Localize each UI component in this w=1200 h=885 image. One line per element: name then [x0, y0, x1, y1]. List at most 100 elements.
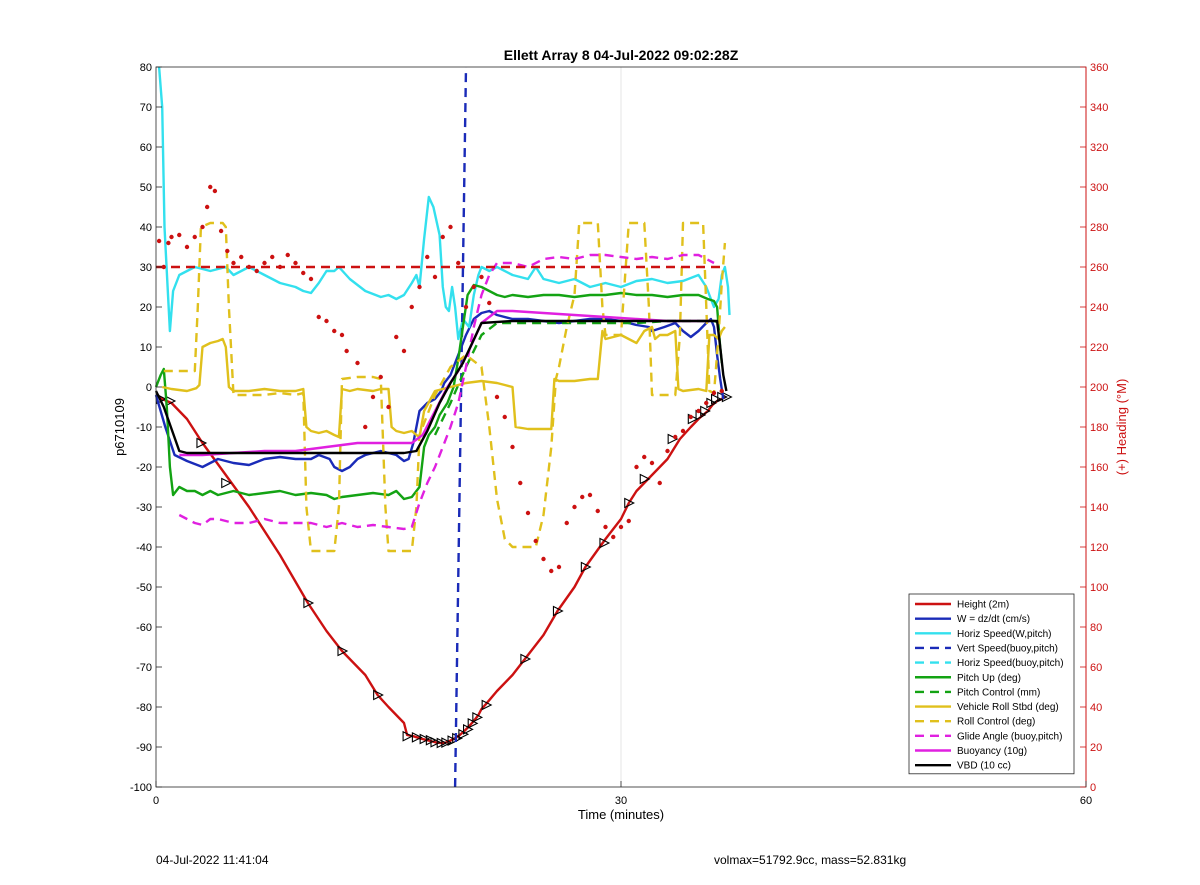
heading-point — [425, 254, 430, 260]
heading-point — [618, 524, 624, 530]
y2-tick-label: 200 — [1090, 382, 1108, 394]
heading-point — [556, 564, 562, 570]
heading-point — [169, 234, 174, 240]
heading-point — [386, 404, 391, 410]
series-horiz-speed-w-pitch-line — [157, 66, 731, 341]
heading-point — [277, 264, 283, 270]
heading-point — [417, 284, 422, 290]
heading-point — [200, 224, 205, 230]
heading-point — [370, 394, 376, 400]
heading-point — [339, 332, 345, 338]
height-marker — [667, 433, 679, 445]
y-tick-label: 60 — [140, 142, 152, 154]
legend-label: W = dz/dt (cm/s) — [957, 614, 1030, 625]
heading-point — [502, 414, 507, 420]
y2-tick-label: 160 — [1090, 462, 1108, 474]
series-unlabeled-dots — [156, 184, 724, 574]
height-marker — [402, 730, 414, 742]
heading-point — [518, 480, 523, 486]
legend-label: Pitch Control (mm) — [957, 687, 1040, 698]
heading-point — [301, 270, 306, 276]
heading-point — [285, 252, 290, 258]
y-tick-label: -100 — [130, 782, 152, 794]
heading-point — [634, 464, 639, 470]
y-tick-label: 20 — [140, 302, 152, 314]
heading-point — [587, 492, 593, 498]
y-tick-label: -40 — [136, 542, 152, 554]
height-marker — [430, 736, 442, 748]
heading-point — [696, 408, 701, 414]
heading-point — [494, 394, 500, 400]
y2-tick-label: 80 — [1090, 622, 1102, 634]
legend-label: Glide Angle (buoy,pitch) — [957, 731, 1062, 742]
heading-point — [355, 360, 360, 366]
legend-label: Vert Speed(buoy,pitch) — [957, 643, 1058, 654]
heading-point — [510, 444, 515, 450]
height-marker — [481, 699, 493, 711]
y2-tick-label: 100 — [1090, 582, 1108, 594]
y-tick-label: -90 — [136, 742, 152, 754]
heading-point — [166, 240, 171, 246]
y-tick-label: -20 — [136, 462, 152, 474]
heading-point — [580, 494, 585, 500]
series-glide-angle-buoy-pitch-line — [178, 253, 715, 531]
height-marker — [196, 437, 208, 449]
heading-point — [239, 254, 244, 260]
heading-point — [316, 314, 321, 320]
series-vehicle-roll-stbd-deg-line — [161, 325, 726, 439]
heading-point — [479, 274, 484, 280]
height-marker — [337, 645, 349, 657]
legend-label: Horiz Speed(W,pitch) — [957, 629, 1051, 640]
y2-tick-label: 220 — [1090, 342, 1108, 354]
heading-point — [704, 400, 709, 406]
y2-axis-label: (+) Heading (°M) — [1114, 379, 1129, 476]
heading-point — [270, 254, 275, 260]
legend: Height (2m) W = dz/dt (cm/s) Horiz Speed(W… — [908, 593, 1075, 775]
heading-point — [549, 568, 554, 574]
heading-point — [711, 390, 717, 396]
y2-tick-label: 340 — [1090, 102, 1108, 114]
y2-tick-label: 180 — [1090, 422, 1108, 434]
height-marker — [452, 732, 463, 744]
height-marker — [624, 497, 635, 509]
heading-point — [680, 428, 686, 434]
heading-point — [161, 264, 166, 270]
y-tick-label: 30 — [140, 262, 152, 274]
heading-point — [378, 374, 383, 380]
heading-point — [456, 260, 461, 266]
height-marker — [552, 605, 564, 617]
heading-point — [246, 264, 252, 270]
height-marker — [580, 561, 592, 573]
y-tick-label: -80 — [136, 702, 152, 714]
heading-point — [401, 348, 407, 354]
heading-point — [308, 276, 314, 282]
legend-label: Roll Control (deg) — [957, 717, 1035, 728]
heading-point — [448, 224, 453, 230]
heading-point — [184, 244, 190, 250]
y2-tick-label: 320 — [1090, 142, 1108, 154]
heading-point — [262, 260, 267, 266]
heading-point — [626, 518, 631, 524]
y-tick-label: -30 — [136, 502, 152, 514]
y2-tick-label: 260 — [1090, 262, 1108, 274]
height-marker — [700, 405, 711, 417]
heading-point — [719, 388, 724, 394]
heading-point — [324, 318, 329, 324]
chart-title: Ellett Array 8 04-Jul-2022 09:02:28Z — [504, 47, 739, 63]
y2-tick-label: 360 — [1090, 62, 1108, 74]
x-tick-label: 60 — [1080, 795, 1092, 807]
heading-point — [432, 274, 438, 280]
legend-label: Height (2m) — [957, 600, 1009, 611]
legend-label: Horiz Speed(buoy,pitch) — [957, 658, 1064, 669]
series-w-dz-dt-cm-s-line — [154, 309, 725, 473]
heading-point — [649, 460, 655, 466]
series-height-2m-markers — [156, 391, 733, 749]
series-vert-speed-buoy-pitch-line — [453, 66, 468, 788]
heading-point — [394, 334, 399, 340]
y-tick-label: 0 — [146, 382, 152, 394]
legend-label: VBD (10 cc) — [957, 761, 1011, 772]
heading-point — [564, 520, 569, 526]
heading-point — [440, 234, 445, 240]
y2-tick-label: 0 — [1090, 782, 1096, 794]
height-marker — [419, 733, 431, 745]
